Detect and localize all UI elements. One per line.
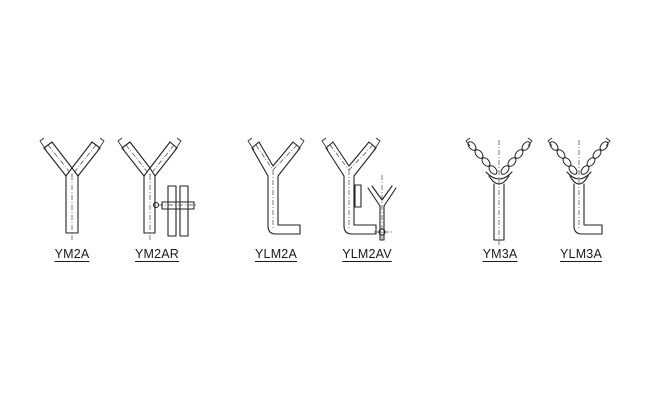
label-ylm2a: YLM2A <box>255 247 297 261</box>
sling-ylm3a-drawing <box>547 137 611 235</box>
sling-ylm2a-drawing <box>247 137 305 235</box>
label-ym3a: YM3A <box>482 247 518 261</box>
label-ym2a: YM2A <box>54 247 90 261</box>
label-ylm3a: YLM3A <box>560 247 602 261</box>
label-ylm2av: YLM2AV <box>342 247 392 261</box>
ylm3a-left-chain <box>549 141 578 175</box>
sling-ym2a-drawing <box>39 137 105 240</box>
ym3a-left-chain <box>467 141 498 175</box>
ym3a-right-chain <box>500 141 531 175</box>
sling-ylm2av-drawing <box>321 137 397 241</box>
sling-ym2ar-drawing <box>117 137 198 240</box>
label-ym2ar: YM2AR <box>134 247 180 261</box>
ylm3a-right-chain <box>580 141 609 175</box>
sling-ym3a-drawing <box>465 137 533 245</box>
